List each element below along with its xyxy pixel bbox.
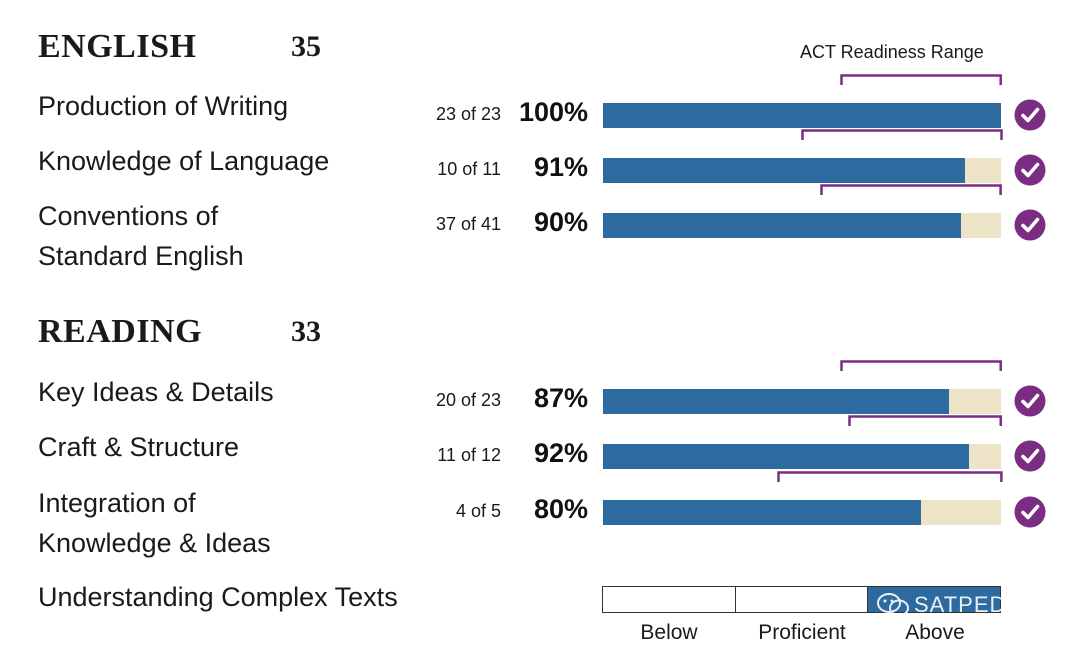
english-section-score: 35 — [291, 30, 321, 63]
readiness-range-bracket — [776, 471, 1003, 482]
check-circle-icon — [1014, 99, 1046, 131]
percent-label: 91% — [533, 152, 588, 182]
percent-label: 80% — [533, 494, 588, 524]
category-label-line: Craft & Structure — [38, 432, 240, 462]
category-label-line: Knowledge & Ideas — [38, 528, 271, 558]
readiness-range-bracket — [840, 360, 1003, 371]
ucx-level-label: Proficient — [758, 621, 846, 644]
percent-label: 100% — [518, 97, 588, 127]
bar-fill — [603, 444, 969, 469]
watermark-text: SATPEDIA — [914, 592, 1030, 617]
category-label: Production of Writing — [38, 86, 288, 126]
category-label-line: Conventions of — [38, 201, 219, 231]
watermark: SATPEDIA — [876, 592, 1029, 618]
readiness-range-bracket — [820, 184, 1003, 195]
count-label: 10 of 11 — [437, 159, 501, 179]
percent-label: 92% — [533, 438, 588, 468]
bar-fill — [603, 103, 1001, 128]
category-label: Craft & Structure — [38, 427, 239, 467]
check-circle-icon — [1014, 385, 1046, 417]
category-label-line: Key Ideas & Details — [38, 377, 274, 407]
category-label: Conventions of Standard English — [38, 196, 244, 276]
category-label-line: Standard English — [38, 241, 244, 271]
ucx-level-label: Below — [640, 621, 698, 644]
category-label: Integration of Knowledge & Ideas — [38, 483, 271, 563]
bar-fill — [603, 389, 949, 414]
category-label-line: Knowledge of Language — [38, 146, 330, 176]
category-label: Knowledge of Language — [38, 141, 329, 181]
category-label-line: Production of Writing — [38, 91, 289, 121]
ucx-level-label: Above — [905, 621, 965, 644]
count-label: 11 of 12 — [437, 445, 501, 465]
understanding-complex-texts-label: Understanding Complex Texts — [38, 582, 398, 612]
readiness-range-label: ACT Readiness Range — [800, 42, 984, 62]
readiness-range-bracket — [800, 129, 1003, 140]
category-label-line: Integration of — [38, 488, 196, 518]
check-circle-icon — [1014, 154, 1046, 186]
readiness-range-bracket — [848, 415, 1003, 426]
count-label: 23 of 23 — [435, 104, 501, 124]
bar-fill — [603, 158, 965, 183]
check-circle-icon — [1014, 209, 1046, 241]
wechat-icon — [877, 593, 909, 617]
count-label: 4 of 5 — [455, 501, 501, 521]
bar-fill — [603, 500, 921, 525]
category-label: Key Ideas & Details — [38, 372, 274, 412]
percent-label: 87% — [533, 383, 588, 413]
readiness-range-bracket — [840, 74, 1003, 85]
bar-fill — [603, 213, 961, 238]
percent-label: 90% — [533, 207, 588, 237]
reading-section-score: 33 — [291, 315, 321, 348]
english-section-title: ENGLISH — [38, 28, 197, 65]
reading-section-title: READING — [38, 313, 203, 350]
ucx-segment-proficient — [736, 587, 869, 612]
count-label: 37 of 41 — [435, 214, 501, 234]
count-label: 20 of 23 — [435, 390, 501, 410]
check-circle-icon — [1014, 440, 1046, 472]
check-circle-icon — [1014, 496, 1046, 528]
ucx-segment-below — [603, 587, 736, 612]
